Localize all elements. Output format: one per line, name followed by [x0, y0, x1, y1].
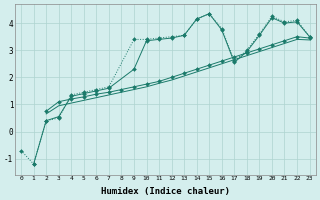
X-axis label: Humidex (Indice chaleur): Humidex (Indice chaleur): [101, 187, 230, 196]
